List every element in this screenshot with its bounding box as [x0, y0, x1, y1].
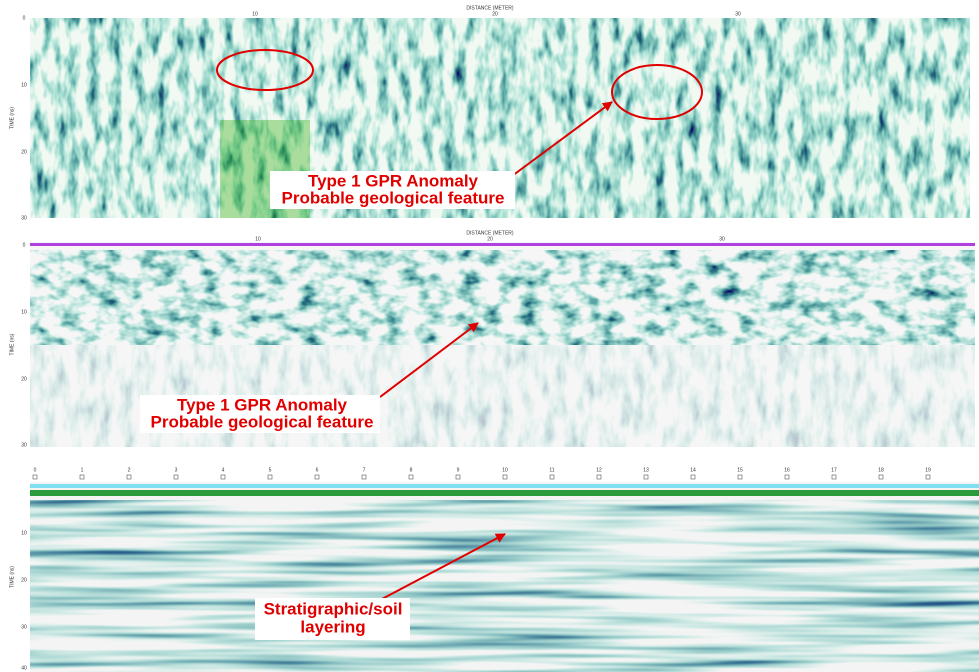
x-tick-label: 10: [255, 236, 261, 242]
tick-marker: [784, 474, 790, 480]
radargram: [30, 500, 979, 672]
annotation-box: [270, 171, 515, 209]
y-tick-label: 20: [21, 376, 27, 382]
surface-band: [30, 490, 979, 496]
x-tick-label: 2: [128, 467, 131, 473]
tick-marker: [925, 474, 931, 480]
annotation: Stratigraphic/soil: [264, 599, 403, 618]
tick-marker: [126, 474, 132, 480]
annotation: layering: [300, 617, 365, 636]
radargram: [30, 250, 975, 345]
x-tick-label: 14: [690, 467, 696, 473]
surface-line: [30, 243, 975, 246]
x-tick-label: 12: [596, 467, 602, 473]
annotation-box: [255, 598, 410, 640]
x-tick-label: 3: [175, 467, 178, 473]
highlight-ellipse: [216, 49, 314, 91]
y-tick-label: 0: [23, 15, 26, 21]
annotation-box: [140, 395, 380, 433]
highlight-ellipse: [611, 64, 703, 120]
tick-marker: [455, 474, 461, 480]
y-axis-label: TIME (ns): [9, 566, 15, 588]
y-tick-label: 40: [21, 665, 27, 671]
x-tick-label: 13: [643, 467, 649, 473]
y-tick-label: 10: [21, 530, 27, 536]
annotation: Probable geological feature: [151, 412, 374, 431]
annotation: Type 1 GPR Anomaly: [177, 395, 348, 414]
tick-marker: [737, 474, 743, 480]
x-tick-label: 17: [831, 467, 837, 473]
arrow: [379, 322, 479, 398]
tick-marker: [79, 474, 85, 480]
x-tick-label: 5: [269, 467, 272, 473]
tick-marker: [220, 474, 226, 480]
tick-marker: [361, 474, 367, 480]
x-tick-label: 11: [549, 467, 554, 473]
x-tick-label: 9: [457, 467, 460, 473]
x-tick-label: 0: [34, 467, 37, 473]
tick-marker: [408, 474, 414, 480]
tick-marker: [549, 474, 555, 480]
y-tick-label: 30: [21, 215, 27, 221]
x-tick-label: 4: [222, 467, 225, 473]
x-tick-label: 30: [735, 11, 741, 17]
x-tick-label: 8: [410, 467, 413, 473]
x-tick-label: 19: [925, 467, 931, 473]
y-axis-label: TIME (ns): [9, 333, 15, 355]
x-tick-label: 30: [719, 236, 725, 242]
arrow: [511, 101, 613, 177]
y-tick-label: 30: [21, 442, 27, 448]
x-tick-label: 10: [252, 11, 258, 17]
tick-marker: [32, 474, 38, 480]
y-tick-label: 10: [21, 82, 27, 88]
annotation: Type 1 GPR Anomaly: [308, 171, 479, 190]
tick-marker: [267, 474, 273, 480]
y-axis-label: TIME (ns): [9, 107, 15, 129]
y-tick-label: 0: [23, 242, 26, 248]
tick-marker: [878, 474, 884, 480]
x-tick-label: 7: [363, 467, 366, 473]
x-axis-label: DISTANCE (METER): [466, 5, 513, 11]
tick-marker: [314, 474, 320, 480]
tick-marker: [173, 474, 179, 480]
x-tick-label: 20: [492, 11, 498, 17]
tick-marker: [643, 474, 649, 480]
y-tick-label: 20: [21, 149, 27, 155]
tick-marker: [831, 474, 837, 480]
x-axis-label: DISTANCE (METER): [466, 230, 513, 236]
tick-marker: [596, 474, 602, 480]
tick-marker: [690, 474, 696, 480]
x-tick-label: 10: [502, 467, 508, 473]
x-tick-label: 18: [878, 467, 884, 473]
y-tick-label: 10: [21, 309, 27, 315]
tick-marker: [502, 474, 508, 480]
x-tick-label: 15: [737, 467, 743, 473]
x-tick-label: 6: [316, 467, 319, 473]
y-tick-label: 30: [21, 624, 27, 630]
x-tick-label: 20: [487, 236, 493, 242]
y-tick-label: 20: [21, 577, 27, 583]
arrow: [379, 533, 506, 601]
surface-band: [30, 484, 979, 488]
x-tick-label: 16: [784, 467, 790, 473]
annotation: Probable geological feature: [282, 188, 505, 207]
x-tick-label: 1: [81, 467, 84, 473]
